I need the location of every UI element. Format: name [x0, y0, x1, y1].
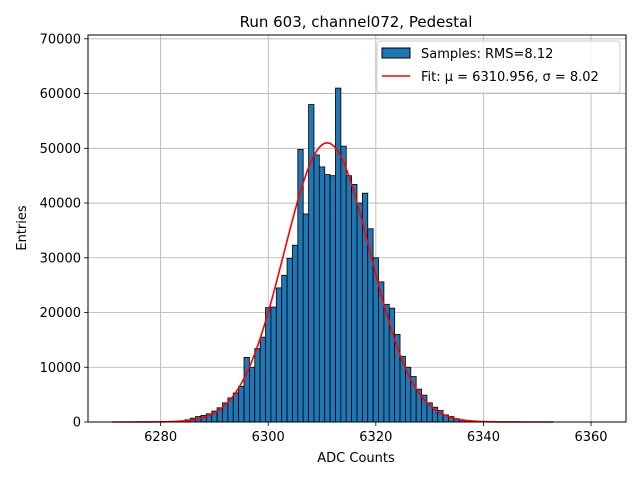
histogram-bar [351, 184, 358, 423]
histogram-bar [286, 257, 293, 423]
histogram-bar [335, 87, 342, 423]
x-tick-label: 6320 [359, 430, 392, 445]
histogram-bar [324, 174, 331, 423]
histogram-bar [292, 244, 299, 423]
fit-curve [112, 142, 554, 423]
legend-box [376, 40, 621, 94]
legend-fit-label: Fit: μ = 6310.956, σ = 8.02 [421, 70, 599, 85]
histogram-bar [254, 348, 261, 423]
y-axis-ticks: 0 10000 20000 30000 40000 50000 60000 70000 [40, 32, 88, 431]
plot-frame [87, 34, 627, 423]
y-tick-label: 70000 [40, 32, 81, 47]
histogram-bar [281, 274, 288, 423]
histogram-bar [345, 175, 353, 423]
histogram-bar [238, 386, 245, 423]
histogram-bars [173, 87, 487, 423]
y-tick-label: 10000 [40, 361, 81, 376]
histogram-bar [308, 104, 315, 423]
y-tick-label: 0 [73, 416, 81, 431]
x-axis-ticks: 6280 6300 6320 6340 6360 [144, 422, 608, 445]
y-axis-label: Entries [15, 205, 30, 251]
y-tick-label: 50000 [40, 142, 81, 157]
x-tick-label: 6300 [252, 430, 285, 445]
histogram-bar [329, 175, 336, 423]
legend-hist-label: Samples: RMS=8.12 [421, 47, 553, 62]
histogram-bar [340, 145, 347, 423]
histogram-bar [318, 166, 326, 423]
x-axis-label: ADC Counts [317, 451, 395, 466]
y-tick-label: 60000 [40, 87, 81, 102]
legend: Samples: RMS=8.12 Fit: μ = 6310.956, σ =… [376, 40, 621, 94]
y-tick-label: 40000 [40, 197, 81, 212]
x-tick-label: 6340 [467, 430, 500, 445]
histogram-bar [259, 336, 266, 423]
chart-title: Run 603, channel072, Pedestal [240, 13, 473, 31]
histogram-bar [248, 366, 256, 423]
histogram-bar [275, 287, 283, 423]
y-tick-label: 20000 [40, 306, 81, 321]
y-tick-label: 30000 [40, 251, 81, 266]
histogram-bar [313, 154, 320, 423]
histogram-bar [270, 306, 277, 423]
histogram-bar [265, 307, 272, 423]
legend-hist-patch [381, 47, 411, 59]
x-tick-label: 6280 [144, 430, 177, 445]
histogram-bar [232, 392, 240, 423]
x-tick-label: 6360 [574, 430, 607, 445]
histogram-bar [356, 202, 363, 423]
histogram-bar [302, 213, 309, 423]
